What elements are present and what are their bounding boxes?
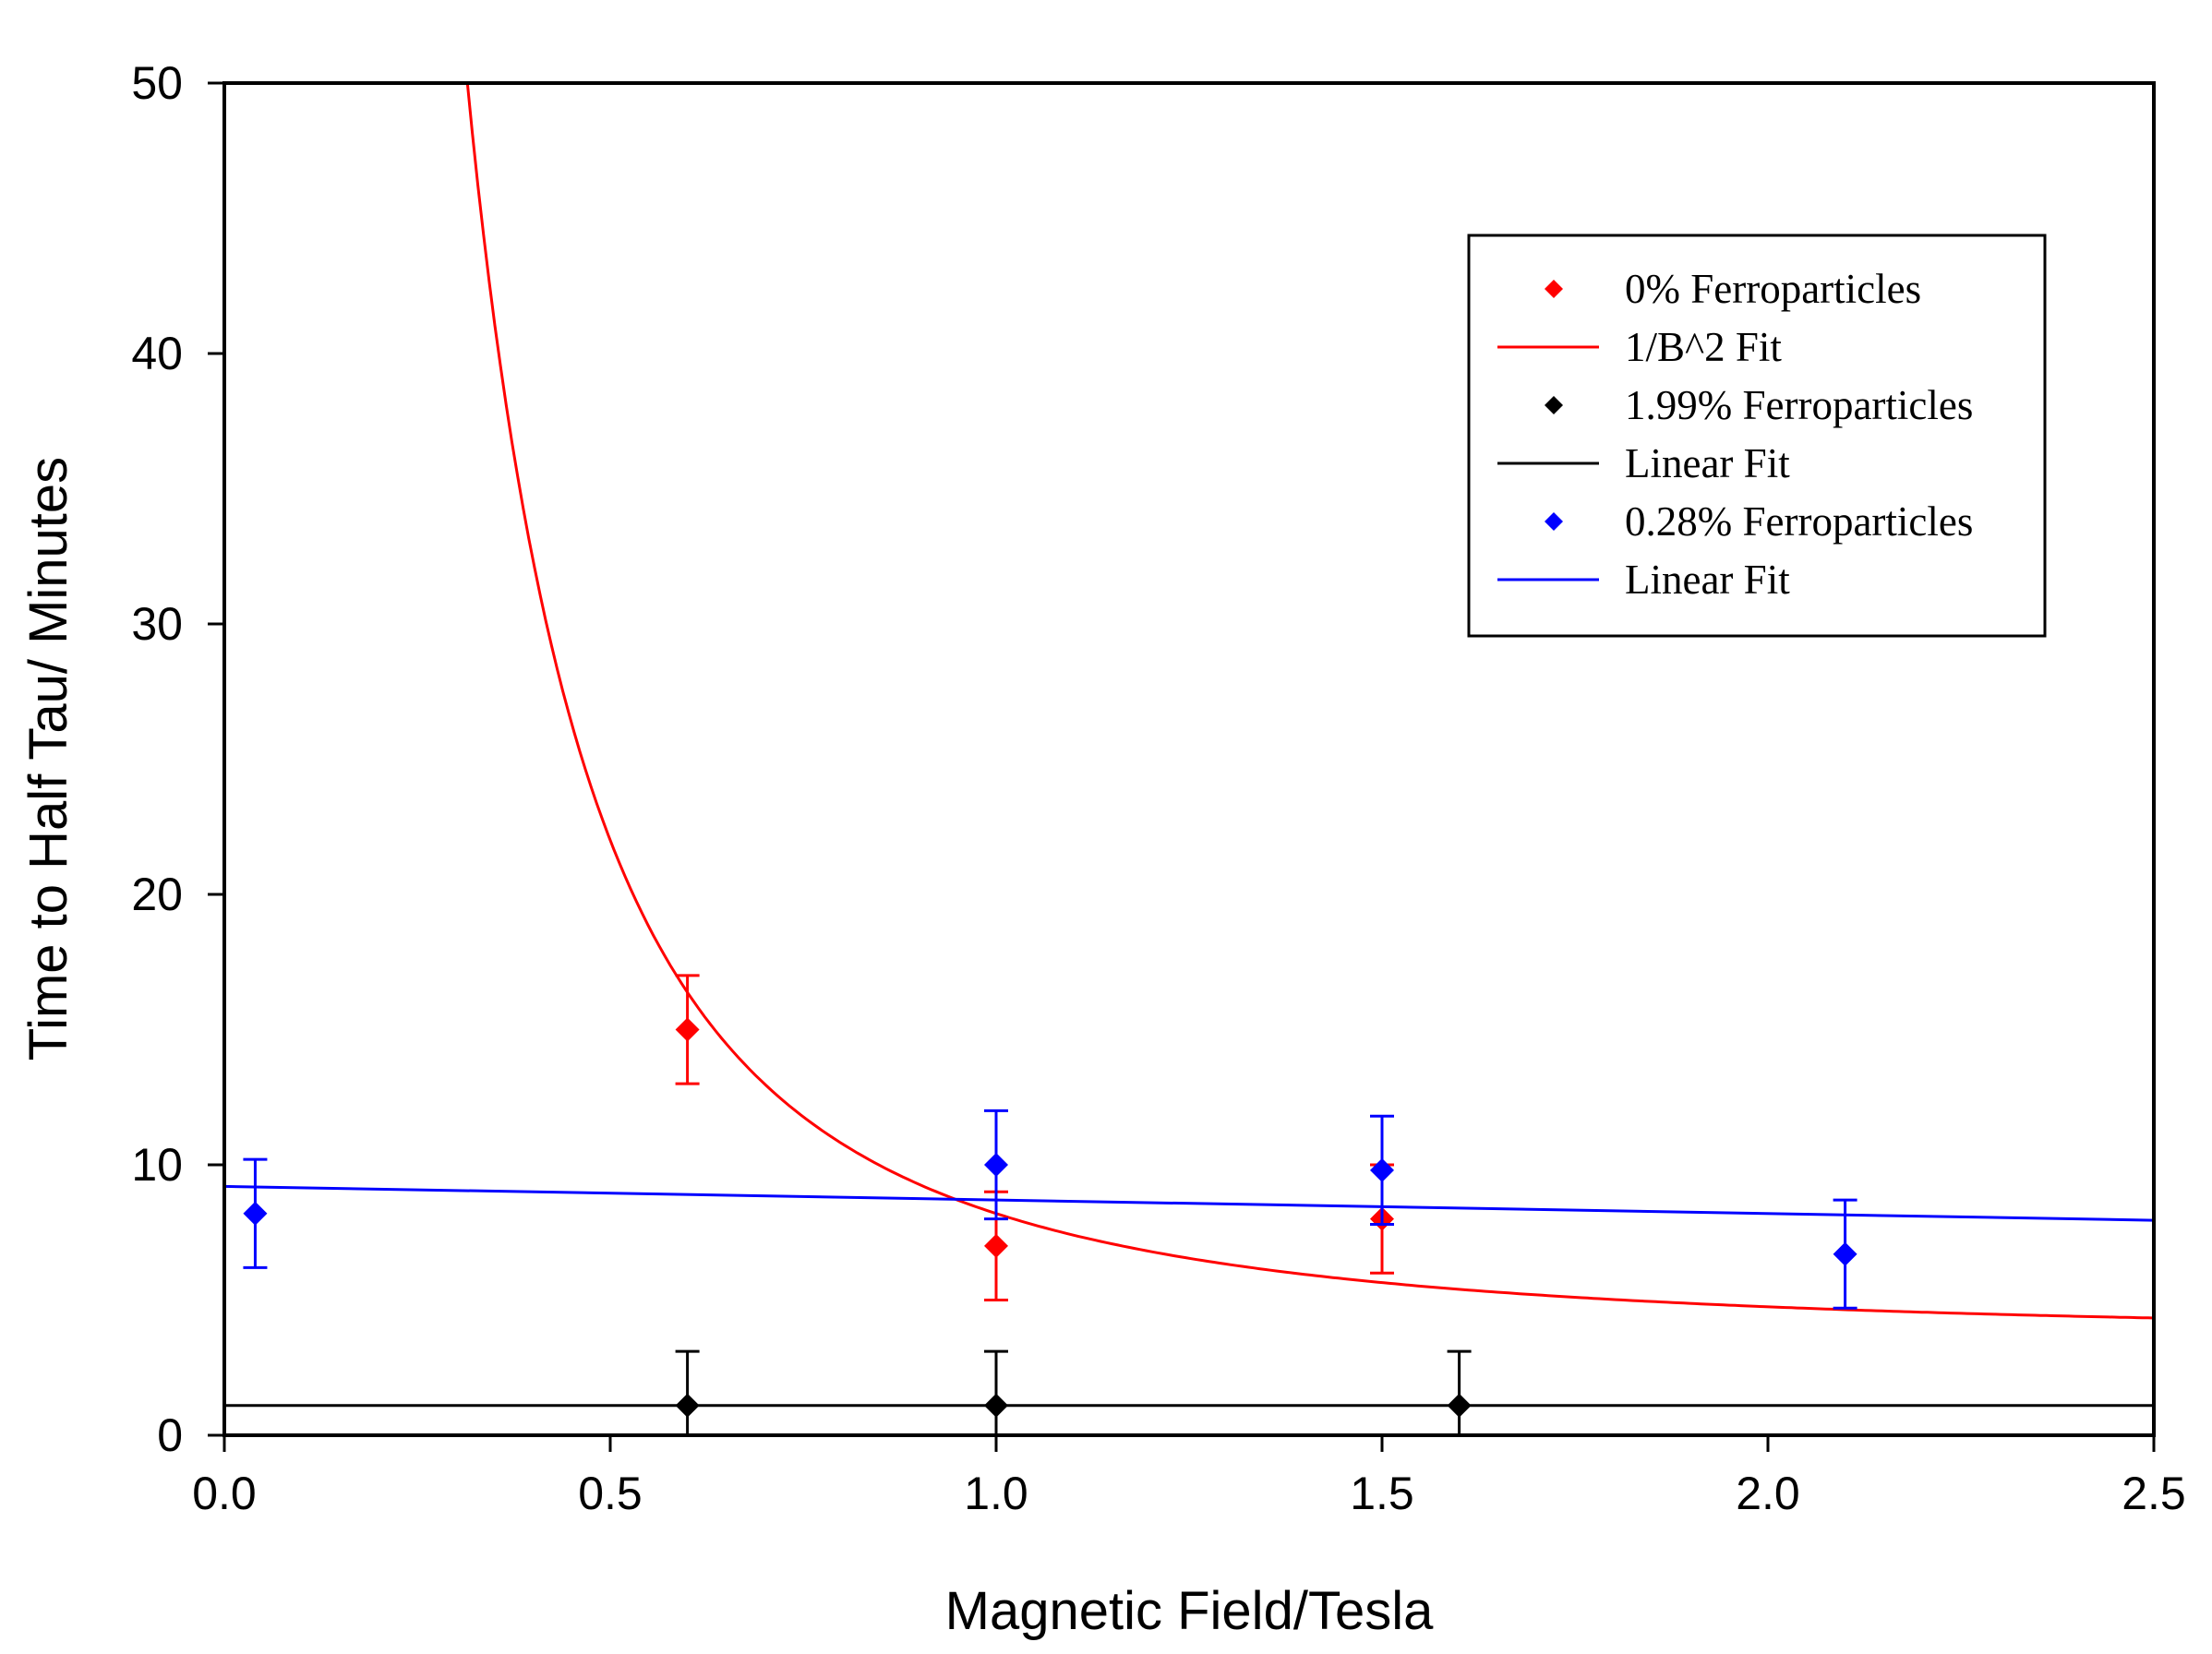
y-tick-label: 40 [131, 328, 183, 379]
fit-line-5 [224, 1184, 2154, 1222]
x-tick-label: 2.5 [2122, 1468, 2186, 1519]
data-point [1833, 1241, 1857, 1266]
legend: 0% Ferroparticles 1/B^2 Fit 1.99% Ferropar… [1467, 234, 2047, 638]
legend-label: Linear Fit [1625, 557, 1790, 603]
data-point [675, 1017, 700, 1042]
legend-marker [1545, 280, 1563, 298]
y-tick-label: 0 [157, 1409, 183, 1461]
legend-label: 1.99% Ferroparticles [1625, 382, 1973, 428]
data-point [1370, 1157, 1394, 1182]
data-point [984, 1153, 1008, 1177]
x-axis-title: Magnetic Field/Tesla [945, 1581, 1434, 1641]
x-tick-label: 2.0 [1736, 1468, 1800, 1519]
x-tick-label: 1.0 [964, 1468, 1028, 1519]
data-point [984, 1233, 1008, 1258]
legend-marker [1545, 396, 1563, 414]
y-tick-label: 20 [131, 869, 183, 920]
legend-box [1467, 234, 2047, 638]
data-point [675, 1393, 700, 1418]
legend-label: 0% Ferroparticles [1625, 266, 1921, 312]
x-tick-label: 1.5 [1350, 1468, 1414, 1519]
legend-label: 1/B^2 Fit [1625, 324, 1782, 370]
data-point [984, 1393, 1008, 1418]
legend-marker [1545, 512, 1563, 531]
y-tick-label: 10 [131, 1139, 183, 1191]
fit-line-1 [465, 83, 2154, 1320]
plot-frame [222, 81, 2156, 1437]
legend-label: Linear Fit [1625, 440, 1790, 486]
data-point [1447, 1393, 1472, 1418]
y-tick-label: 50 [131, 57, 183, 109]
data-point [243, 1201, 268, 1226]
legend-label: 0.28% Ferroparticles [1625, 498, 1973, 545]
y-axis-title: Time to Half Tau/ Minutes [18, 457, 78, 1061]
x-tick-label: 0.5 [578, 1468, 643, 1519]
y-tick-label: 30 [131, 598, 183, 650]
x-tick-label: 0.0 [192, 1468, 257, 1519]
